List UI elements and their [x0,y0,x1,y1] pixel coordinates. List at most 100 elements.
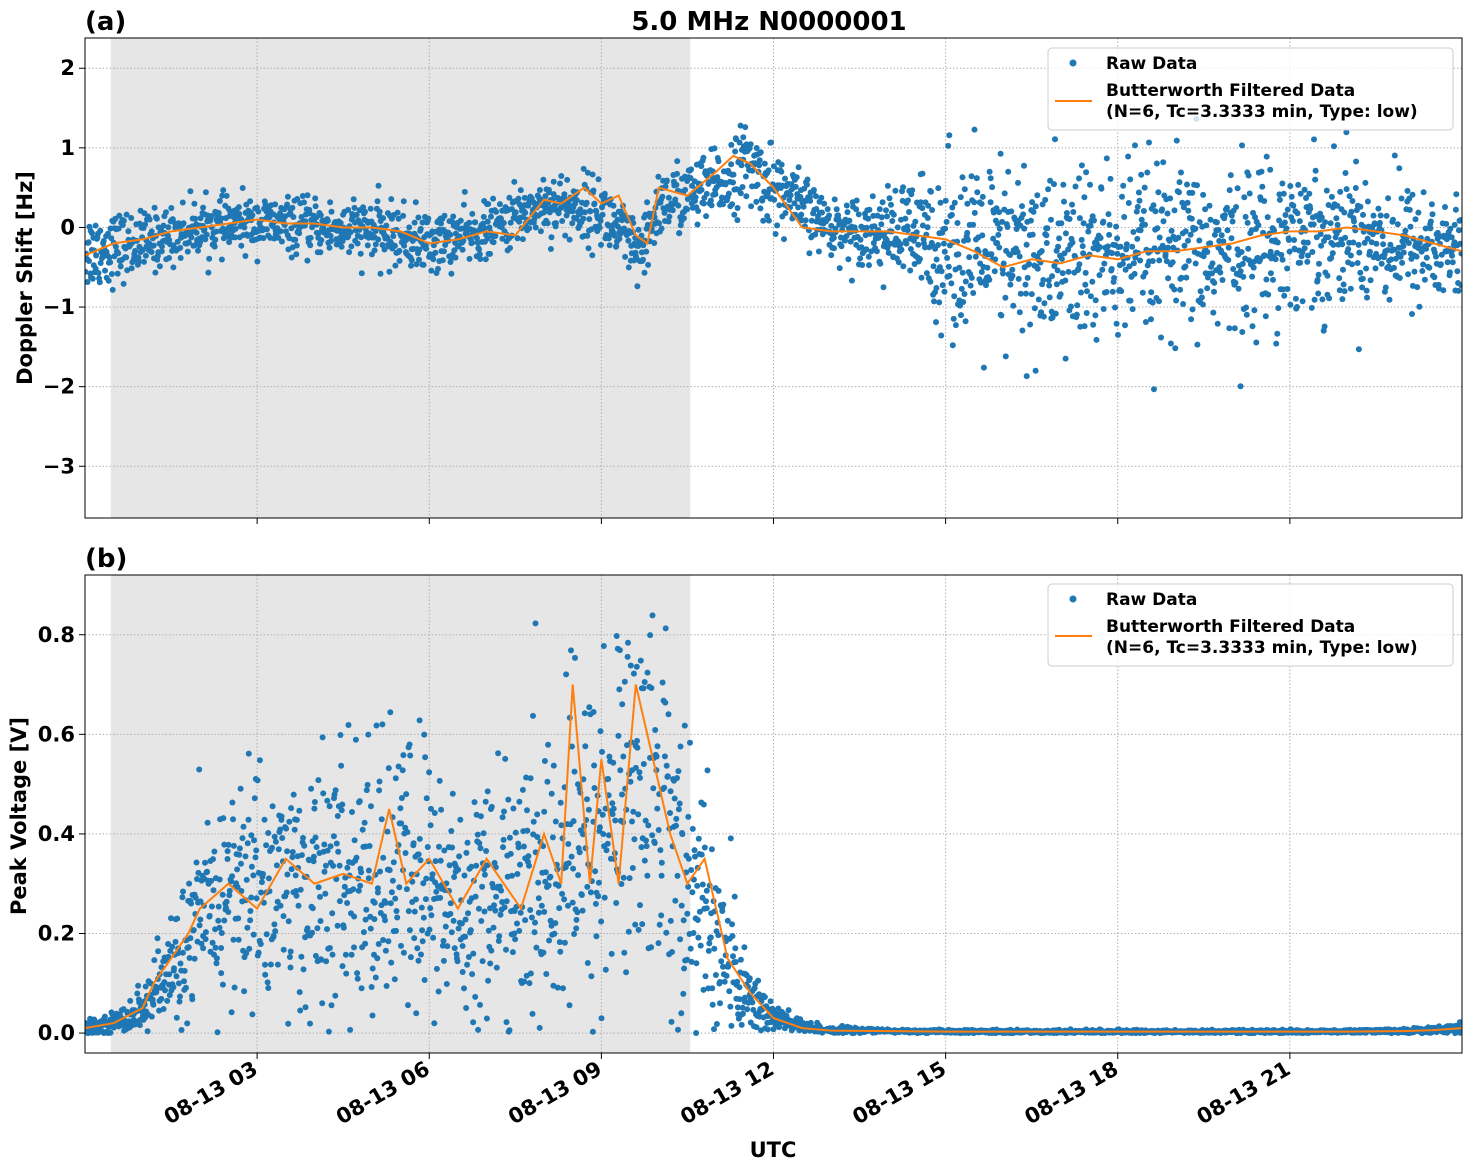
raw-data-point [226,887,233,894]
raw-data-point [517,861,523,868]
raw-data-point [1184,199,1191,206]
raw-data-point [755,977,762,984]
raw-data-point [235,204,242,211]
raw-data-point [406,927,413,934]
raw-data-point [684,206,691,213]
raw-data-point [802,217,809,224]
raw-data-point [680,215,687,222]
raw-data-point [255,208,262,215]
raw-data-point [732,959,739,965]
raw-data-point [195,247,201,254]
raw-data-point [1074,302,1081,309]
raw-data-point [565,902,571,909]
raw-data-point [1339,241,1346,248]
raw-data-point [1423,254,1430,261]
raw-data-point [307,234,314,241]
raw-data-point [470,1019,477,1026]
raw-data-point [416,246,423,253]
raw-data-point [557,948,564,955]
raw-data-point [1130,229,1137,235]
raw-data-point [729,921,735,928]
raw-data-point [1020,211,1027,218]
raw-data-point [1114,235,1121,242]
raw-data-point [729,933,736,939]
raw-data-point [379,242,386,248]
raw-data-point [312,834,319,841]
raw-data-point [362,208,368,215]
raw-data-point [923,270,930,277]
raw-data-point [1406,206,1413,213]
raw-data-point [1232,279,1239,286]
raw-data-point [296,230,303,237]
raw-data-point [534,811,541,818]
raw-data-point [271,833,278,840]
raw-data-point [391,976,398,983]
raw-data-point [1411,268,1418,275]
raw-data-point [1233,204,1240,210]
raw-data-point [520,843,527,850]
raw-data-point [166,255,172,261]
raw-data-point [260,235,267,242]
raw-data-point [959,269,966,276]
raw-data-point [1215,227,1222,233]
raw-data-point [951,293,958,300]
raw-data-point [1125,200,1132,206]
raw-data-point [978,200,985,207]
raw-data-point [791,200,798,207]
raw-data-point [97,260,104,266]
raw-data-point [481,225,488,232]
raw-data-point [437,857,444,864]
raw-data-point [610,759,617,766]
raw-data-point [1431,274,1438,281]
raw-data-point [1383,212,1390,219]
raw-data-point [216,876,223,883]
raw-data-point [221,841,228,848]
raw-data-point [1274,239,1281,246]
raw-data-point [375,182,382,189]
raw-data-point [830,234,837,241]
raw-data-point [939,282,946,289]
raw-data-point [689,889,696,896]
raw-data-point [1209,260,1216,267]
raw-data-point [344,900,351,906]
raw-data-point [1225,257,1232,263]
raw-data-point [461,985,467,992]
raw-data-point [624,653,631,660]
raw-data-point [388,959,395,966]
raw-data-point [634,283,641,290]
raw-data-point [629,865,636,871]
raw-data-point [1046,294,1053,301]
raw-data-point [1185,207,1192,214]
raw-data-point [208,877,215,884]
raw-data-point [1427,225,1434,232]
raw-data-point [395,763,402,770]
raw-data-point [944,255,951,261]
raw-data-point [136,1022,143,1029]
raw-data-point [493,964,500,971]
raw-data-point [258,879,265,886]
raw-data-point [776,202,783,209]
raw-data-point [293,892,300,899]
raw-data-point [415,214,422,221]
raw-data-point [1265,291,1272,298]
raw-data-point [655,827,662,833]
raw-data-point [1409,311,1415,317]
raw-data-point [1065,268,1072,275]
raw-data-point [568,853,575,860]
raw-data-point [429,871,436,878]
raw-data-point [565,841,572,847]
raw-data-point [793,174,800,181]
raw-data-point [447,231,454,238]
raw-data-point [1281,219,1288,226]
raw-data-point [846,217,853,224]
raw-data-point [192,894,199,901]
raw-data-point [310,853,317,860]
raw-data-point [631,836,638,843]
raw-data-point [1304,239,1311,246]
raw-data-point [339,963,346,970]
raw-data-point [584,796,590,803]
raw-data-point [516,927,523,934]
raw-data-point [641,857,648,864]
raw-data-point [974,189,981,196]
raw-data-point [1211,279,1218,286]
